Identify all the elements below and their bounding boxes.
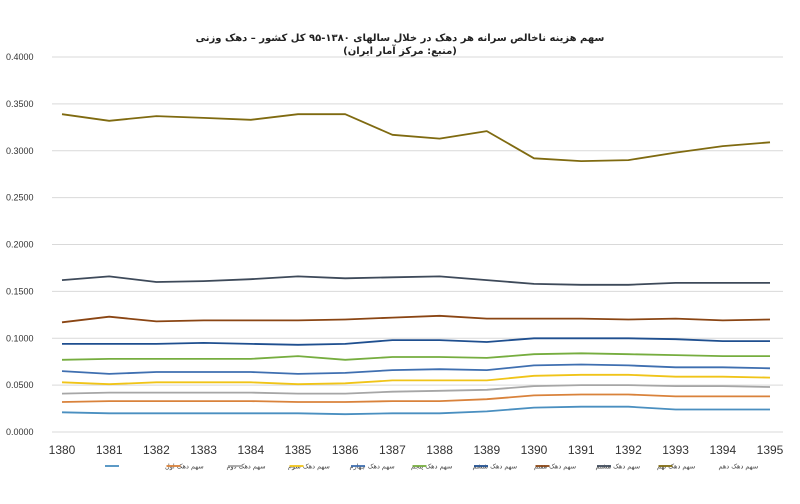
legend-label: سهم دهک چهارم — [350, 463, 395, 471]
y-tick-label: 0.3500 — [6, 99, 34, 109]
x-tick-label: 1385 — [285, 443, 312, 457]
x-tick-label: 1380 — [49, 443, 76, 457]
y-tick-label: 0.0500 — [6, 380, 34, 390]
x-tick-label: 1392 — [615, 443, 642, 457]
series-line-4 — [61, 373, 771, 386]
legend-label: سهم دهک هفتم — [534, 463, 576, 471]
series-line-2 — [61, 393, 770, 403]
legend-label: سهم دهک دهم — [719, 463, 759, 471]
y-tick-label: 0.3000 — [6, 146, 34, 156]
y-tick-label: 0.4000 — [6, 52, 34, 62]
x-tick-label: 1394 — [709, 443, 736, 457]
series-line-6 — [61, 352, 770, 361]
y-tick-label: 0.2000 — [6, 240, 34, 250]
x-tick-label: 1393 — [662, 443, 689, 457]
x-tick-label: 1395 — [757, 443, 784, 457]
x-tick-label: 1390 — [521, 443, 548, 457]
legend-label: سهم دهک ششم — [473, 463, 518, 471]
x-tick-label: 1388 — [426, 443, 453, 457]
legend-label: سهم دهک دوم — [227, 463, 266, 471]
x-tick-label: 1391 — [568, 443, 595, 457]
x-tick-label: 1386 — [332, 443, 359, 457]
series-line-9 — [61, 275, 770, 286]
series-line-10 — [61, 113, 771, 163]
series-line-8 — [61, 314, 771, 324]
x-tick-label: 1383 — [190, 443, 217, 457]
y-tick-label: 0.1000 — [6, 333, 34, 343]
y-tick-label: 0.1500 — [6, 286, 34, 296]
chart-title: سهم هزینه ناخالص سرانه هر دهک در خلال سا… — [195, 33, 605, 44]
series-line-7 — [62, 337, 770, 346]
x-tick-label: 1389 — [473, 443, 500, 457]
chart-subtitle: (منبع: مرکز آمار ایران) — [343, 46, 457, 57]
x-tick-label: 1381 — [96, 443, 123, 457]
legend-label: سهم دهک نهم — [657, 463, 695, 471]
legend-label: سهم دهک اول — [165, 463, 204, 471]
series-line-5 — [61, 363, 771, 375]
legend-label: سهم دهک هشتم — [596, 463, 641, 471]
legend-label: سهم دهک سوم — [288, 463, 330, 471]
series-line-1 — [61, 405, 770, 416]
x-tick-label: 1382 — [143, 443, 170, 457]
y-tick-label: 0.2500 — [6, 193, 34, 203]
x-tick-label: 1387 — [379, 443, 406, 457]
x-tick-label: 1384 — [237, 443, 264, 457]
series-line-3 — [61, 384, 771, 395]
y-tick-label: 0.0000 — [6, 427, 34, 437]
legend-label: سهم دهک پنجم — [411, 463, 452, 471]
